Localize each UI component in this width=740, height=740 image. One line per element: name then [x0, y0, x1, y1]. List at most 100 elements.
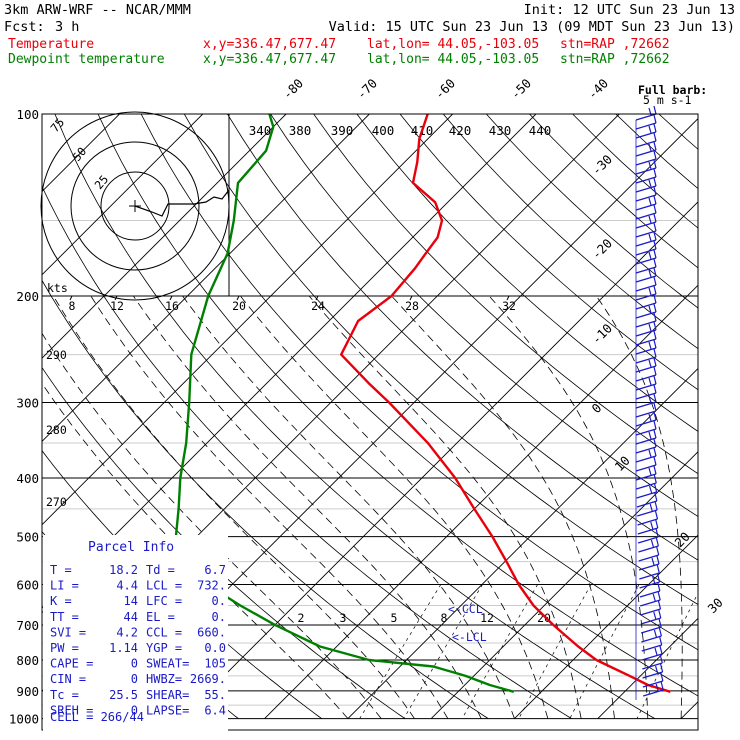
- parcel-info-title: Parcel Info: [88, 540, 174, 555]
- hodograph-trace: [134, 189, 230, 217]
- pressure-tick-label: 400: [16, 471, 39, 486]
- wind-barb: [637, 518, 658, 526]
- parcel-value-1: 4.4: [116, 579, 138, 593]
- wind-barb: [642, 662, 663, 670]
- wind-barb: [635, 149, 657, 157]
- wind-barb: [652, 575, 656, 584]
- parcel-row: Tc = 25.5 SHEAR= 55.: [50, 688, 226, 702]
- wind-barb: [648, 449, 652, 458]
- dry-adiabat: [356, 114, 698, 432]
- parcel-value-1: 14: [124, 594, 138, 608]
- parcel-value-2: 105: [204, 657, 226, 671]
- wind-barb: [658, 627, 662, 637]
- wind-barb: [657, 582, 661, 592]
- wind-barb: [635, 320, 657, 328]
- wind-barb: [635, 410, 657, 418]
- wind-barb: [635, 167, 657, 175]
- wind-barb: [654, 510, 659, 520]
- wind-barb: [653, 276, 657, 286]
- theta-label: 430: [489, 123, 512, 138]
- wind-barb: [653, 629, 657, 638]
- wind-barb: [648, 395, 652, 404]
- isotherm-line: [264, 284, 698, 719]
- wind-barb: [648, 233, 652, 242]
- dewpoint-legend-coords: x,y=336.47,677.47: [203, 52, 336, 67]
- wind-barb: [639, 572, 660, 580]
- wind-barb: [635, 473, 657, 481]
- parcel-key-2: SWEAT=: [146, 657, 189, 671]
- wind-barb: [636, 482, 657, 490]
- dewpoint-profile: [174, 114, 515, 693]
- wind-barb: [655, 537, 659, 547]
- wind-barb: [659, 654, 663, 664]
- sounding-profiles: [174, 114, 671, 693]
- hodograph-ring: [100, 171, 170, 241]
- temperature-profile: [340, 114, 671, 693]
- pressure-tick-label: 100: [16, 107, 39, 122]
- wind-barb: [653, 150, 657, 160]
- hodograph-tick-label: 28: [405, 299, 419, 313]
- parcel-value-1: 25.5: [109, 688, 138, 702]
- wind-barb: [657, 591, 661, 601]
- wind-barb: [635, 293, 657, 301]
- wind-barb: [650, 539, 654, 548]
- dry-adiabat: [615, 114, 698, 189]
- wind-barb: [648, 305, 652, 314]
- hodograph-tick-label: 32: [502, 299, 516, 313]
- parcel-value-2: 2669.: [190, 672, 226, 686]
- wind-barb: [651, 557, 655, 566]
- wind-barb: [641, 644, 662, 652]
- wind-barb: [653, 285, 657, 295]
- wind-barb: [635, 392, 657, 400]
- moist-adiabat: [595, 295, 683, 719]
- wind-barb: [658, 618, 662, 628]
- wind-barb: [636, 491, 657, 499]
- hodograph-tick: [114, 295, 118, 301]
- wind-barb: [635, 122, 657, 130]
- wind-barb: [648, 431, 652, 440]
- temperature-legend-latlon: lat,lon= 44.05,-103.05: [367, 37, 539, 52]
- parcel-row: LI = 4.4 LCL = 732.: [50, 579, 226, 593]
- wind-barb: [653, 105, 657, 115]
- wind-barb: [654, 501, 658, 511]
- wind-barb: [635, 329, 657, 337]
- dry-adiabat: [140, 114, 698, 651]
- parcel-key-2: LAPSE=: [146, 703, 189, 717]
- wind-legend-title: Full barb:: [638, 83, 707, 97]
- wind-barb: [660, 663, 664, 673]
- plot-frame: [41, 113, 699, 731]
- wind-barb: [653, 357, 657, 367]
- hodograph-ring: [40, 111, 230, 301]
- ccl-marker: <-CCL: [448, 602, 483, 616]
- isotherm-label: -30: [589, 152, 616, 179]
- wind-barb: [648, 359, 652, 368]
- isotherm-line: [180, 201, 698, 719]
- parcel-cell: CELL = 266/44: [50, 710, 144, 724]
- hodograph-tick: [69, 295, 73, 301]
- parcel-key-2: HWBZ=: [146, 672, 182, 686]
- parcel-value-2: 732.: [197, 579, 226, 593]
- wind-barb: [652, 593, 656, 602]
- wind-barb: [635, 212, 657, 220]
- wind-barb: [653, 204, 657, 214]
- wind-barb: [648, 161, 652, 170]
- wind-barb: [635, 383, 657, 391]
- parcel-key-1: CIN =: [50, 672, 86, 686]
- wind-barb: [648, 143, 652, 152]
- dry-adiabat: [42, 185, 572, 719]
- wind-barb: [653, 321, 657, 331]
- wind-barb: [637, 536, 659, 544]
- parcel-value-1: 18.2: [109, 563, 138, 577]
- theta-side-label: 280: [46, 423, 67, 437]
- isotherm-line: [597, 617, 698, 719]
- model-title: 3km ARW-WRF -- NCAR/MMM: [4, 2, 191, 18]
- wind-barb: [637, 509, 658, 517]
- wind-barb: [640, 608, 661, 616]
- parcel-key-1: PW =: [50, 641, 79, 655]
- theta-label: 380: [289, 123, 312, 138]
- isotherm-line: [42, 114, 454, 526]
- isotherm-label: -50: [508, 76, 535, 103]
- parcel-key-1: Tc =: [50, 688, 79, 702]
- wind-barb: [653, 456, 657, 466]
